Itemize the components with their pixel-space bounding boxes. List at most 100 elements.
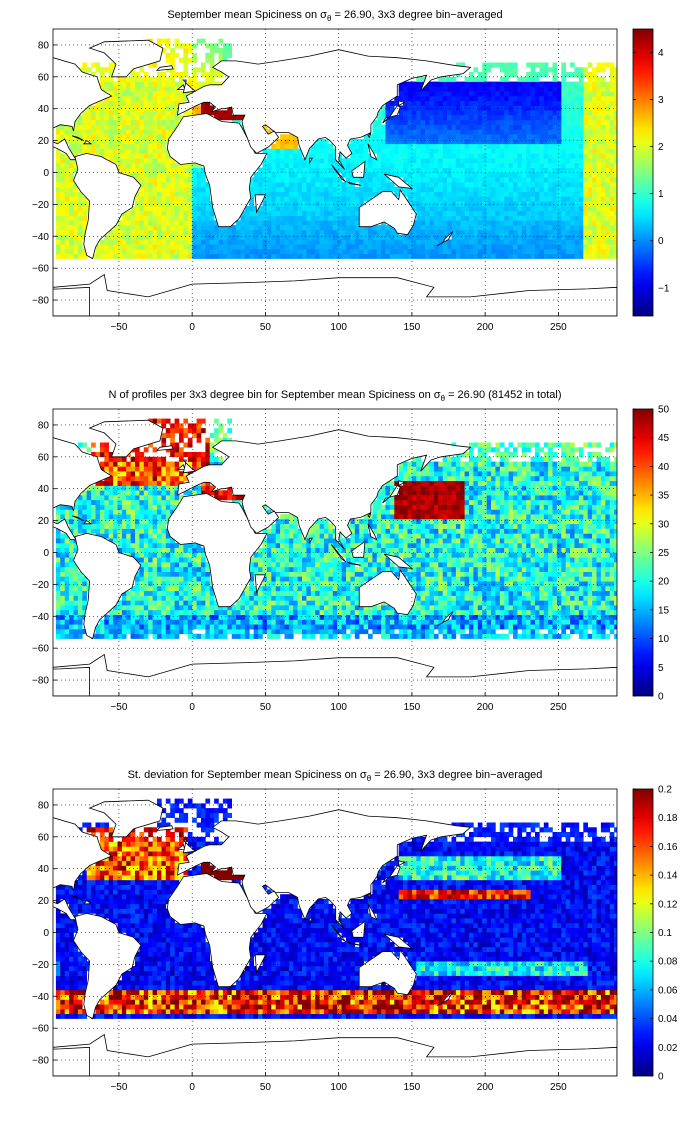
data-cell bbox=[407, 153, 413, 159]
data-cell bbox=[104, 234, 109, 240]
data-cell bbox=[499, 186, 505, 192]
data-cell bbox=[275, 600, 281, 606]
data-cell bbox=[284, 605, 290, 611]
data-cell bbox=[60, 253, 65, 259]
data-cell bbox=[170, 590, 175, 596]
data-cell bbox=[411, 124, 417, 130]
data-cell bbox=[495, 62, 501, 68]
data-cell bbox=[517, 590, 523, 596]
data-cell bbox=[179, 629, 184, 635]
data-cell bbox=[583, 134, 588, 140]
data-cell bbox=[302, 196, 307, 202]
data-cell bbox=[306, 609, 312, 615]
data-cell bbox=[513, 100, 518, 106]
data-cell bbox=[609, 72, 615, 78]
data-cell bbox=[403, 96, 408, 102]
data-cell bbox=[535, 134, 540, 140]
data-cell bbox=[526, 244, 531, 250]
data-cell bbox=[539, 67, 545, 73]
data-cell bbox=[332, 201, 338, 207]
data-cell bbox=[258, 253, 263, 259]
data-cell bbox=[482, 215, 487, 221]
data-cell bbox=[455, 182, 461, 188]
data-cell bbox=[508, 153, 514, 159]
data-cell bbox=[535, 249, 540, 255]
data-cell bbox=[368, 614, 373, 620]
data-cell bbox=[108, 239, 114, 245]
data-cell bbox=[271, 162, 276, 168]
data-cell bbox=[126, 220, 131, 226]
data-cell bbox=[341, 244, 347, 250]
data-cell bbox=[376, 609, 382, 615]
data-cell bbox=[284, 253, 290, 259]
data-cell bbox=[578, 605, 584, 611]
data-cell bbox=[328, 590, 334, 596]
data-cell bbox=[376, 614, 382, 620]
data-cell bbox=[561, 76, 566, 82]
data-cell bbox=[460, 590, 465, 596]
data-cell bbox=[275, 609, 281, 615]
data-cell bbox=[513, 134, 518, 140]
data-cell bbox=[583, 105, 588, 111]
data-cell bbox=[491, 148, 496, 154]
data-cell bbox=[491, 186, 496, 192]
data-cell bbox=[244, 225, 250, 231]
data-cell bbox=[187, 162, 193, 168]
data-cell bbox=[266, 177, 272, 183]
data-cell bbox=[508, 110, 514, 116]
data-cell bbox=[614, 81, 617, 87]
data-cell bbox=[253, 590, 259, 596]
data-cell bbox=[578, 158, 584, 164]
data-cell bbox=[244, 609, 250, 615]
data-cell bbox=[148, 201, 153, 207]
data-cell bbox=[561, 177, 566, 183]
data-cell bbox=[407, 624, 413, 630]
data-cell bbox=[214, 229, 219, 235]
data-cell bbox=[469, 172, 474, 178]
data-cell bbox=[135, 162, 140, 168]
data-cell bbox=[574, 196, 580, 202]
data-cell bbox=[183, 52, 189, 58]
data-cell bbox=[266, 225, 272, 231]
data-cell bbox=[209, 629, 215, 635]
data-cell bbox=[587, 167, 593, 173]
data-cell bbox=[442, 206, 448, 212]
data-cell bbox=[491, 167, 496, 173]
data-cell bbox=[209, 605, 215, 611]
data-cell bbox=[587, 186, 593, 192]
data-cell bbox=[438, 206, 443, 212]
data-cell bbox=[482, 124, 487, 130]
data-cell bbox=[121, 134, 127, 140]
data-cell bbox=[249, 229, 254, 235]
data-cell bbox=[55, 196, 61, 202]
data-cell bbox=[324, 177, 329, 183]
data-cell bbox=[438, 182, 443, 188]
data-cell bbox=[297, 196, 303, 202]
data-cell bbox=[55, 253, 61, 259]
data-cell bbox=[389, 253, 395, 259]
data-cell bbox=[543, 134, 549, 140]
data-cell bbox=[425, 134, 430, 140]
data-cell bbox=[420, 239, 426, 245]
data-cell bbox=[464, 182, 470, 188]
data-cell bbox=[429, 239, 435, 245]
data-cell bbox=[288, 191, 294, 197]
data-cell bbox=[148, 605, 153, 611]
data-cell bbox=[530, 86, 536, 92]
data-cell bbox=[574, 110, 580, 116]
data-cell bbox=[130, 225, 136, 231]
data-cell bbox=[77, 609, 83, 615]
data-cell bbox=[319, 600, 325, 606]
data-cell bbox=[328, 249, 334, 255]
data-cell bbox=[306, 210, 312, 216]
data-cell bbox=[205, 244, 211, 250]
data-cell bbox=[139, 162, 145, 168]
data-cell bbox=[596, 134, 602, 140]
data-cell bbox=[315, 234, 320, 240]
data-cell bbox=[143, 119, 149, 125]
data-cell bbox=[504, 148, 509, 154]
data-cell bbox=[464, 115, 470, 121]
data-cell bbox=[201, 38, 206, 44]
data-cell bbox=[332, 182, 338, 188]
data-cell bbox=[407, 81, 413, 87]
